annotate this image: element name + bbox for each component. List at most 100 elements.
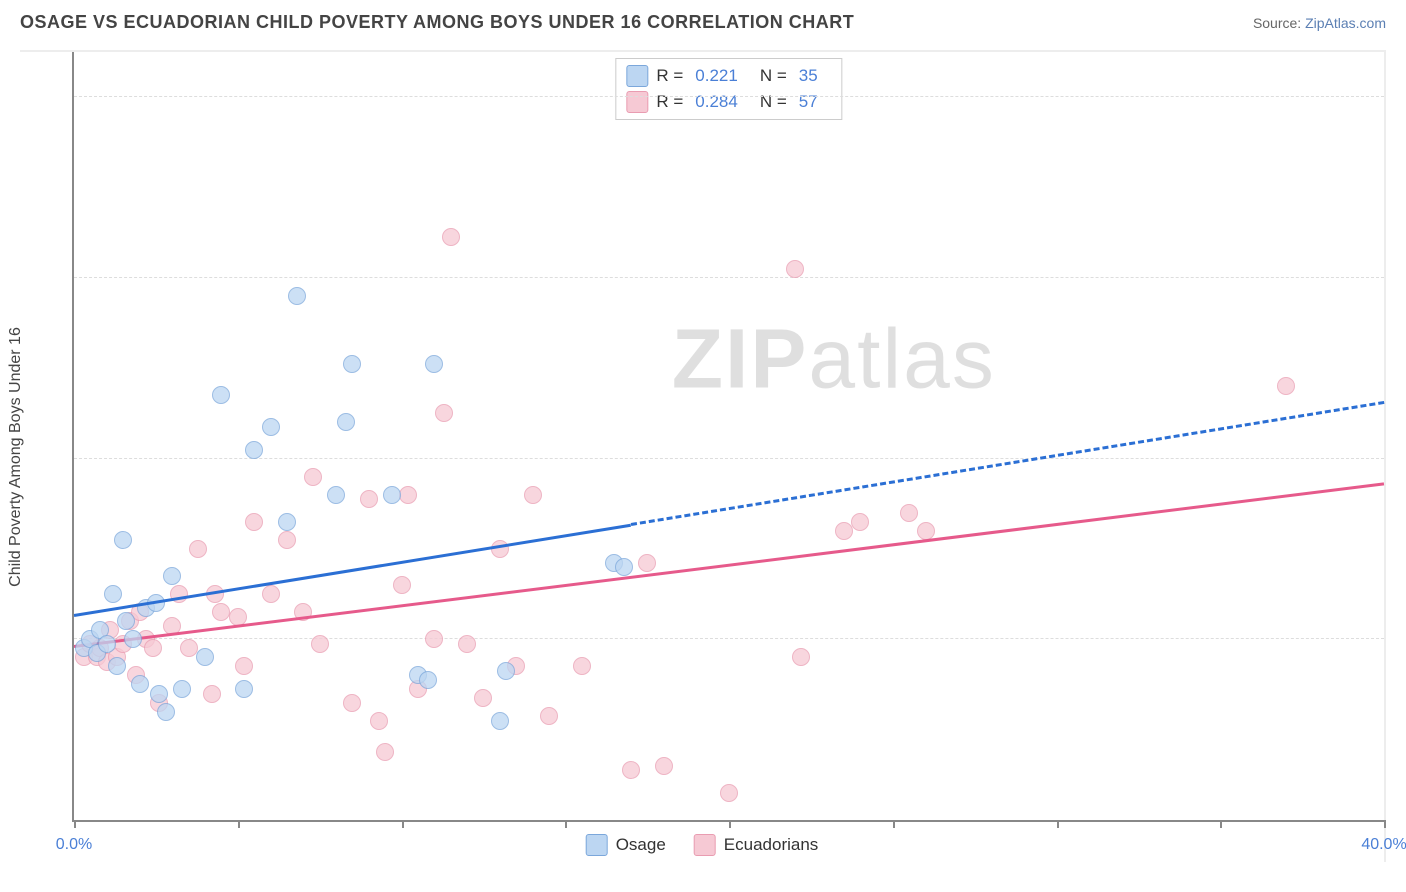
data-point [108, 657, 126, 675]
data-point [383, 486, 401, 504]
data-point [311, 635, 329, 653]
data-point [304, 468, 322, 486]
data-point [124, 630, 142, 648]
legend-stats: R = 0.221 N = 35 R = 0.284 N = 57 [615, 58, 842, 120]
data-point [114, 531, 132, 549]
data-point [212, 386, 230, 404]
data-point [180, 639, 198, 657]
legend-item-osage: Osage [586, 834, 666, 856]
data-point [203, 685, 221, 703]
data-point [399, 486, 417, 504]
data-point [196, 648, 214, 666]
data-point [622, 761, 640, 779]
data-point [524, 486, 542, 504]
data-point [573, 657, 591, 675]
data-point [104, 585, 122, 603]
source-credit: Source: ZipAtlas.com [1253, 15, 1386, 31]
data-point [458, 635, 476, 653]
legend-item-ecuadorians: Ecuadorians [694, 834, 819, 856]
source-prefix: Source: [1253, 15, 1305, 31]
gridline [74, 277, 1384, 278]
y-axis-label: Child Poverty Among Boys Under 16 [7, 327, 25, 587]
x-tick-mark [893, 820, 895, 828]
chart-title: OSAGE VS ECUADORIAN CHILD POVERTY AMONG … [20, 12, 854, 33]
data-point [278, 531, 296, 549]
data-point [376, 743, 394, 761]
r-label: R = [656, 92, 683, 112]
data-point [370, 712, 388, 730]
legend-label-ecuadorians: Ecuadorians [724, 835, 819, 855]
legend-stats-row-osage: R = 0.221 N = 35 [626, 63, 831, 89]
data-point [278, 513, 296, 531]
swatch-osage-icon [626, 65, 648, 87]
swatch-osage-icon [586, 834, 608, 856]
data-point [360, 490, 378, 508]
data-point [720, 784, 738, 802]
source-link[interactable]: ZipAtlas.com [1305, 15, 1386, 31]
chart-container: Child Poverty Among Boys Under 16 ZIPatl… [20, 50, 1386, 862]
data-point [343, 355, 361, 373]
data-point [442, 228, 460, 246]
x-tick-mark [74, 820, 76, 828]
data-point [491, 712, 509, 730]
data-point [327, 486, 345, 504]
watermark: ZIPatlas [672, 311, 996, 408]
r-label: R = [656, 66, 683, 86]
data-point [900, 504, 918, 522]
data-point [435, 404, 453, 422]
data-point [157, 703, 175, 721]
data-point [245, 441, 263, 459]
swatch-ecuadorians-icon [626, 91, 648, 113]
data-point [117, 612, 135, 630]
data-point [150, 685, 168, 703]
y-tick-label: 80.0% [1390, 70, 1406, 88]
data-point [235, 680, 253, 698]
n-value-ecuadorians: 57 [799, 92, 818, 112]
data-point [792, 648, 810, 666]
n-value-osage: 35 [799, 66, 818, 86]
x-tick-mark [729, 820, 731, 828]
data-point [337, 413, 355, 431]
r-value-ecuadorians: 0.284 [695, 92, 738, 112]
data-point [540, 707, 558, 725]
trend-line [74, 523, 631, 616]
data-point [131, 675, 149, 693]
legend-stats-row-ecuadorians: R = 0.284 N = 57 [626, 89, 831, 115]
data-point [288, 287, 306, 305]
x-tick-label: 40.0% [1361, 836, 1406, 854]
x-tick-mark [402, 820, 404, 828]
data-point [419, 671, 437, 689]
n-label: N = [760, 92, 787, 112]
data-point [262, 585, 280, 603]
gridline [74, 458, 1384, 459]
watermark-atlas: atlas [808, 312, 995, 406]
data-point [163, 567, 181, 585]
legend-label-osage: Osage [616, 835, 666, 855]
scatter-plot: ZIPatlas R = 0.221 N = 35 R = 0.284 N = … [72, 52, 1384, 822]
watermark-zip: ZIP [672, 312, 809, 406]
data-point [851, 513, 869, 531]
data-point [835, 522, 853, 540]
data-point [425, 355, 443, 373]
data-point [786, 260, 804, 278]
data-point [917, 522, 935, 540]
data-point [173, 680, 191, 698]
y-tick-label: 40.0% [1390, 432, 1406, 450]
data-point [474, 689, 492, 707]
gridline [74, 638, 1384, 639]
data-point [393, 576, 411, 594]
x-tick-label: 0.0% [56, 836, 92, 854]
data-point [655, 757, 673, 775]
data-point [1277, 377, 1295, 395]
y-tick-label: 20.0% [1390, 612, 1406, 630]
x-tick-mark [1384, 820, 1386, 828]
x-tick-mark [1057, 820, 1059, 828]
data-point [189, 540, 207, 558]
data-point [425, 630, 443, 648]
r-value-osage: 0.221 [695, 66, 738, 86]
data-point [212, 603, 230, 621]
data-point [343, 694, 361, 712]
y-tick-label: 60.0% [1390, 251, 1406, 269]
legend-series: Osage Ecuadorians [586, 834, 819, 856]
data-point [235, 657, 253, 675]
